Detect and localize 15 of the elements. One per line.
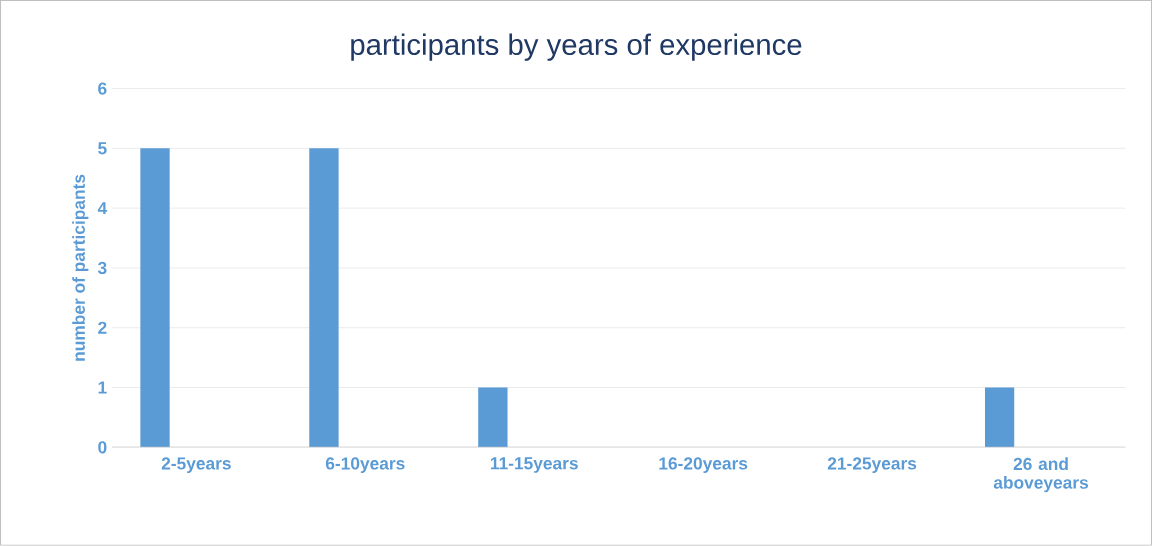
chart-title: participants by years of experience <box>351 33 802 61</box>
y-tick-label: 0 <box>98 441 107 454</box>
x-tick-label: 21-25years <box>827 457 917 474</box>
x-tick-label: 26 and aboveyears <box>993 457 1088 493</box>
x-tick-label: 11-15years <box>490 457 578 473</box>
y-tick-label: 5 <box>98 142 107 155</box>
y-axis-title: number of participants <box>72 174 89 361</box>
y-tick-label: 6 <box>98 82 107 95</box>
x-tick-label: 16-20years <box>659 457 748 474</box>
y-tick-label: 2 <box>98 321 107 334</box>
y-tick-label: 3 <box>97 261 107 275</box>
x-tick-label: 6-10years <box>325 457 405 474</box>
x-tick-label: 2-5years <box>161 457 231 474</box>
y-tick-label: 4 <box>97 202 108 215</box>
y-tick-label: 1 <box>98 381 107 394</box>
